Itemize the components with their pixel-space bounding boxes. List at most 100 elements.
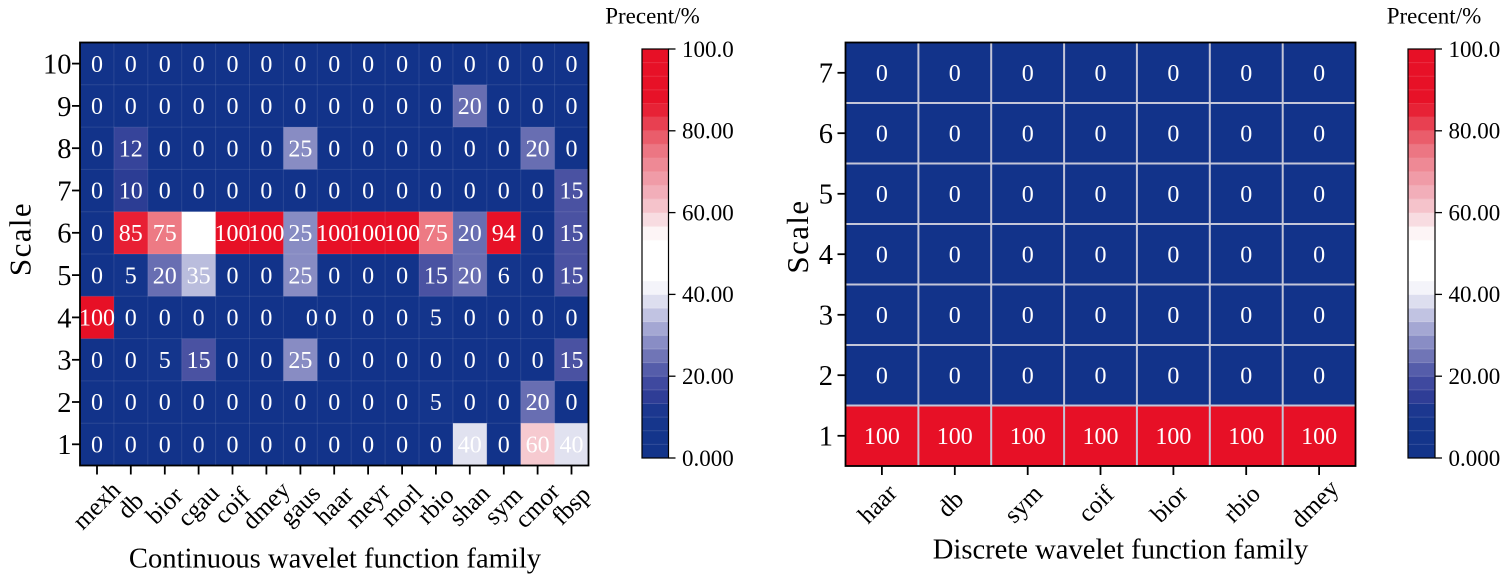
svg-text:0: 0 <box>498 390 510 416</box>
svg-text:5: 5 <box>57 261 71 292</box>
svg-text:0: 0 <box>1022 121 1034 147</box>
svg-text:0: 0 <box>1167 303 1179 329</box>
svg-text:0: 0 <box>876 303 888 329</box>
svg-text:0: 0 <box>91 52 103 78</box>
svg-text:60.00: 60.00 <box>682 200 734 225</box>
svg-text:0: 0 <box>532 221 544 247</box>
svg-text:0: 0 <box>227 94 239 120</box>
svg-text:0: 0 <box>159 179 171 205</box>
svg-text:0: 0 <box>876 242 888 268</box>
svg-text:0: 0 <box>159 433 171 459</box>
svg-text:100: 100 <box>1301 424 1337 450</box>
svg-text:0: 0 <box>532 94 544 120</box>
svg-text:0: 0 <box>1022 182 1034 208</box>
svg-text:9: 9 <box>57 92 71 123</box>
svg-text:Precent/%: Precent/% <box>1387 4 1482 29</box>
svg-text:35: 35 <box>187 263 211 289</box>
svg-text:0: 0 <box>193 94 205 120</box>
svg-text:0: 0 <box>498 52 510 78</box>
svg-text:0: 0 <box>294 390 306 416</box>
svg-text:Precent/%: Precent/% <box>605 4 700 29</box>
svg-text:0: 0 <box>1095 61 1107 87</box>
svg-text:20: 20 <box>458 94 482 120</box>
svg-text:0: 0 <box>396 306 408 332</box>
svg-text:20: 20 <box>458 221 482 247</box>
svg-text:0: 0 <box>91 179 103 205</box>
svg-text:0: 0 <box>125 94 137 120</box>
svg-text:0: 0 <box>464 390 476 416</box>
svg-text:0: 0 <box>328 52 340 78</box>
svg-text:20: 20 <box>526 136 550 162</box>
svg-text:60: 60 <box>526 433 550 459</box>
svg-text:0: 0 <box>193 52 205 78</box>
svg-text:1: 1 <box>57 430 71 461</box>
svg-text:0: 0 <box>260 390 272 416</box>
svg-text:0: 0 <box>1240 121 1252 147</box>
svg-text:Discrete wavelet function fami: Discrete wavelet function family <box>933 535 1309 566</box>
svg-text:10: 10 <box>119 179 143 205</box>
svg-text:100.0: 100.0 <box>682 37 734 62</box>
svg-text:0: 0 <box>1167 242 1179 268</box>
svg-text:0: 0 <box>260 348 272 374</box>
svg-text:0: 0 <box>227 348 239 374</box>
svg-text:0: 0 <box>193 390 205 416</box>
svg-text:7: 7 <box>819 59 833 90</box>
svg-text:0: 0 <box>430 179 442 205</box>
svg-text:0: 0 <box>227 263 239 289</box>
svg-text:25: 25 <box>288 263 312 289</box>
svg-text:5: 5 <box>125 263 137 289</box>
svg-text:0: 0 <box>1240 303 1252 329</box>
svg-text:0: 0 <box>396 52 408 78</box>
svg-text:0: 0 <box>464 306 476 332</box>
svg-text:0: 0 <box>125 52 137 78</box>
svg-text:0: 0 <box>125 390 137 416</box>
svg-text:0: 0 <box>362 348 374 374</box>
svg-text:0: 0 <box>227 390 239 416</box>
svg-text:2: 2 <box>819 361 833 392</box>
svg-text:40: 40 <box>560 433 584 459</box>
svg-text:Scale: Scale <box>3 202 38 276</box>
svg-text:0: 0 <box>1095 242 1107 268</box>
svg-text:20: 20 <box>526 390 550 416</box>
svg-text:0: 0 <box>1167 363 1179 389</box>
svg-text:0: 0 <box>328 136 340 162</box>
svg-text:20: 20 <box>458 263 482 289</box>
svg-text:0: 0 <box>294 433 306 459</box>
svg-text:3: 3 <box>57 346 71 377</box>
svg-text:0: 0 <box>294 52 306 78</box>
svg-text:0: 0 <box>532 179 544 205</box>
svg-text:20: 20 <box>153 263 177 289</box>
svg-text:15: 15 <box>560 348 584 374</box>
svg-text:6: 6 <box>57 219 71 250</box>
svg-text:0: 0 <box>1095 303 1107 329</box>
svg-text:4: 4 <box>57 303 71 334</box>
svg-text:100: 100 <box>1010 424 1046 450</box>
svg-text:100: 100 <box>937 424 973 450</box>
svg-text:5: 5 <box>430 390 442 416</box>
svg-text:0: 0 <box>566 136 578 162</box>
svg-text:20.00: 20.00 <box>1449 364 1500 389</box>
svg-text:60.00: 60.00 <box>1449 200 1500 225</box>
svg-text:5: 5 <box>819 180 833 211</box>
svg-text:0: 0 <box>159 52 171 78</box>
svg-text:0: 0 <box>498 136 510 162</box>
svg-text:0: 0 <box>328 433 340 459</box>
svg-text:0: 0 <box>876 61 888 87</box>
svg-text:0: 0 <box>125 348 137 374</box>
svg-text:0: 0 <box>362 179 374 205</box>
svg-text:0: 0 <box>430 94 442 120</box>
svg-text:0: 0 <box>532 306 544 332</box>
svg-text:20.00: 20.00 <box>682 364 734 389</box>
svg-text:15: 15 <box>424 263 448 289</box>
svg-text:0: 0 <box>362 94 374 120</box>
svg-text:0: 0 <box>260 306 272 332</box>
svg-text:6: 6 <box>819 119 833 150</box>
svg-text:0: 0 <box>1022 242 1034 268</box>
svg-text:0: 0 <box>1095 363 1107 389</box>
svg-text:Scale: Scale <box>780 199 815 273</box>
svg-text:94: 94 <box>492 221 516 247</box>
svg-text:15: 15 <box>187 348 211 374</box>
svg-text:100: 100 <box>384 221 420 247</box>
svg-text:Continuous wavelet function fa: Continuous wavelet function family <box>129 544 542 575</box>
svg-text:5: 5 <box>159 348 171 374</box>
